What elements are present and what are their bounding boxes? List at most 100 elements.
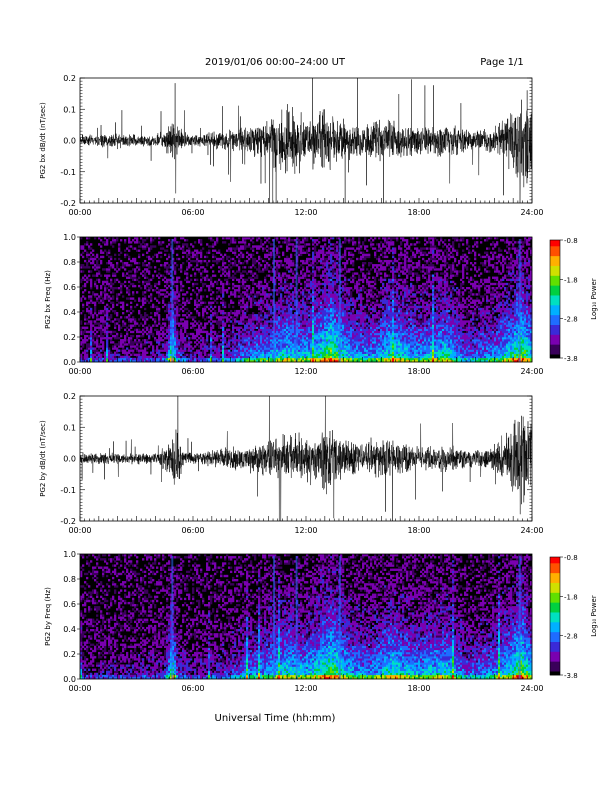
spectrogram-cell [86, 345, 89, 348]
spectrogram-cell [258, 322, 261, 325]
spectrogram-cell [170, 353, 173, 357]
spectrogram-cell [248, 347, 251, 350]
spectrogram-cell [128, 351, 131, 354]
spectrogram-cell [294, 347, 297, 350]
spectrogram-cell [170, 303, 173, 307]
spectrogram-cell [96, 262, 99, 265]
spectrogram-cell [162, 343, 165, 346]
spectrogram-cell [94, 322, 97, 325]
spectrogram-cell [278, 274, 281, 277]
spectrogram-cell [136, 337, 139, 340]
spectrogram-cell [214, 243, 217, 246]
spectrogram-cell [226, 278, 229, 282]
spectrogram-cell [80, 343, 83, 346]
spectrogram-cell [328, 253, 331, 257]
spectrogram-cell [270, 353, 273, 357]
spectrogram-cell [248, 332, 251, 336]
spectrogram-cell [306, 339, 309, 342]
spectrogram-cell [274, 324, 277, 327]
spectrogram-cell [330, 330, 333, 334]
spectrogram-cell [220, 318, 223, 321]
spectrogram-cell [270, 349, 273, 352]
spectrogram-cell [310, 257, 313, 261]
spectrogram-cell [128, 237, 131, 240]
spectrogram-cell [154, 349, 157, 352]
spectrogram-cell [246, 339, 249, 342]
spectrogram-cell [334, 301, 337, 304]
spectrogram-cell [80, 299, 83, 302]
spectrogram-cell [312, 299, 315, 302]
spectrogram-cell [342, 337, 345, 340]
spectrogram-cell [224, 289, 227, 292]
spectrogram-cell [118, 353, 121, 357]
spectrogram-cell [290, 259, 293, 263]
spectrogram-cell [126, 355, 129, 359]
spectrogram-cell [314, 303, 317, 307]
spectrogram-cell [280, 274, 283, 277]
spectrogram-cell [246, 316, 249, 319]
spectrogram-cell [242, 341, 245, 344]
spectrogram-cell [92, 334, 95, 338]
spectrogram-cell [288, 264, 291, 267]
spectrogram-cell [310, 345, 313, 348]
spectrogram-cell [254, 301, 257, 304]
spectrogram-cell [146, 355, 149, 359]
spectrogram-cell [138, 351, 141, 354]
spectrogram-cell [328, 328, 331, 332]
spectrogram-cell [314, 259, 317, 263]
spectrogram-cell [138, 349, 141, 352]
spectrogram-cell [314, 278, 317, 282]
spectrogram-cell [342, 339, 345, 342]
spectrogram-cell [242, 349, 245, 352]
x-tick-label: 12:00 [294, 208, 317, 217]
spectrogram-cell [204, 353, 207, 357]
spectrogram-cell [132, 257, 135, 261]
spectrogram-cell [282, 345, 285, 348]
spectrogram-cell [184, 293, 187, 296]
spectrogram-cell [142, 318, 145, 321]
spectrogram-cell [280, 337, 283, 340]
spectrogram-cell [206, 322, 209, 325]
spectrogram-cell [290, 322, 293, 325]
spectrogram-cell [274, 316, 277, 319]
spectrogram-cell [312, 266, 315, 269]
spectrogram-cell [90, 282, 93, 286]
spectrogram-cell [264, 253, 267, 257]
spectrogram-cell [244, 326, 247, 329]
spectrogram-cell [278, 318, 281, 321]
spectrogram-cell [82, 266, 85, 269]
spectrogram-cell [330, 339, 333, 342]
spectrogram-cell [188, 357, 191, 361]
spectrogram-cell [308, 337, 311, 340]
spectrogram-cell [112, 282, 115, 286]
spectrogram-cell [298, 245, 301, 248]
spectrogram-cell [306, 293, 309, 296]
spectrogram-cell [324, 316, 327, 319]
spectrogram-cell [288, 337, 291, 340]
spectrogram-cell [126, 326, 129, 329]
spectrogram-cell [212, 337, 215, 340]
spectrogram-cell [106, 287, 109, 290]
spectrogram-cell [278, 341, 281, 344]
spectrogram-cell [230, 262, 233, 265]
spectrogram-cell [140, 341, 143, 344]
spectrogram-cell [132, 247, 135, 250]
spectrogram-cell [262, 299, 265, 302]
spectrogram-cell [332, 274, 335, 277]
spectrogram-cell [108, 347, 111, 350]
spectrogram-cell [302, 305, 305, 309]
spectrogram-cell [252, 264, 255, 267]
spectrogram-cell [118, 337, 121, 340]
spectrogram-cell [288, 351, 291, 354]
spectrogram-cell [292, 297, 295, 300]
spectrogram-cell [222, 301, 225, 304]
spectrogram-cell [192, 289, 195, 292]
spectrogram-cell [238, 312, 241, 315]
spectrogram-cell [328, 284, 331, 288]
spectrogram-cell [210, 345, 213, 348]
spectrogram-cell [136, 357, 139, 361]
spectrogram-cell [252, 359, 255, 363]
spectrogram-cell [200, 353, 203, 357]
spectrogram-cell [280, 280, 283, 284]
spectrogram-cell [324, 305, 327, 309]
